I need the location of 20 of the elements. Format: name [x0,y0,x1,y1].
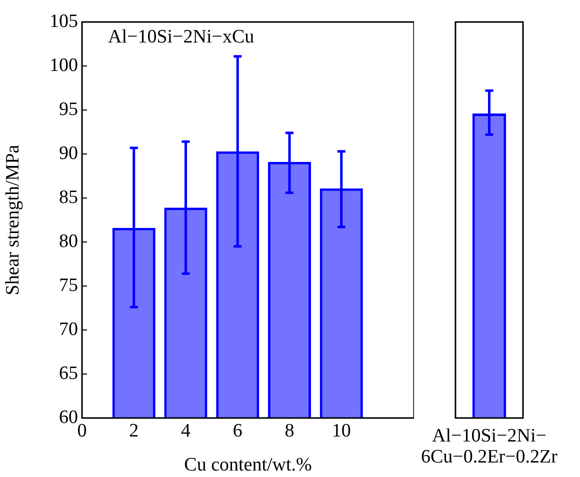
x-tick-label: 4 [181,420,191,442]
y-axis-title: Shear strength/MPa [2,144,24,296]
y-tick-label: 70 [59,318,78,340]
x-tick-label: Al−10Si−2Ni−6Cu−0.2Er−0.2Zr [420,425,558,468]
y-tick-label: 85 [59,186,78,208]
x-axis-title: Cu content/wt.% [184,454,312,476]
y-tick-label: 65 [59,362,78,384]
x-tick-label: 10 [332,420,351,442]
annotation: Al−10Si−2Ni−xCu [108,26,255,48]
y-tick-label: 80 [59,230,78,252]
x-tick-label: 2 [129,420,139,442]
y-tick-label: 105 [50,10,78,32]
y-tick-label: 95 [59,98,78,120]
y-tick-label: 100 [50,54,78,76]
x-tick-label: 0 [77,420,87,442]
x-tick-label: 8 [284,420,294,442]
x-tick-label: 6 [232,420,242,442]
y-tick-label: 90 [59,142,78,164]
y-tick-label: 60 [59,406,78,428]
y-tick-label: 75 [59,274,78,296]
